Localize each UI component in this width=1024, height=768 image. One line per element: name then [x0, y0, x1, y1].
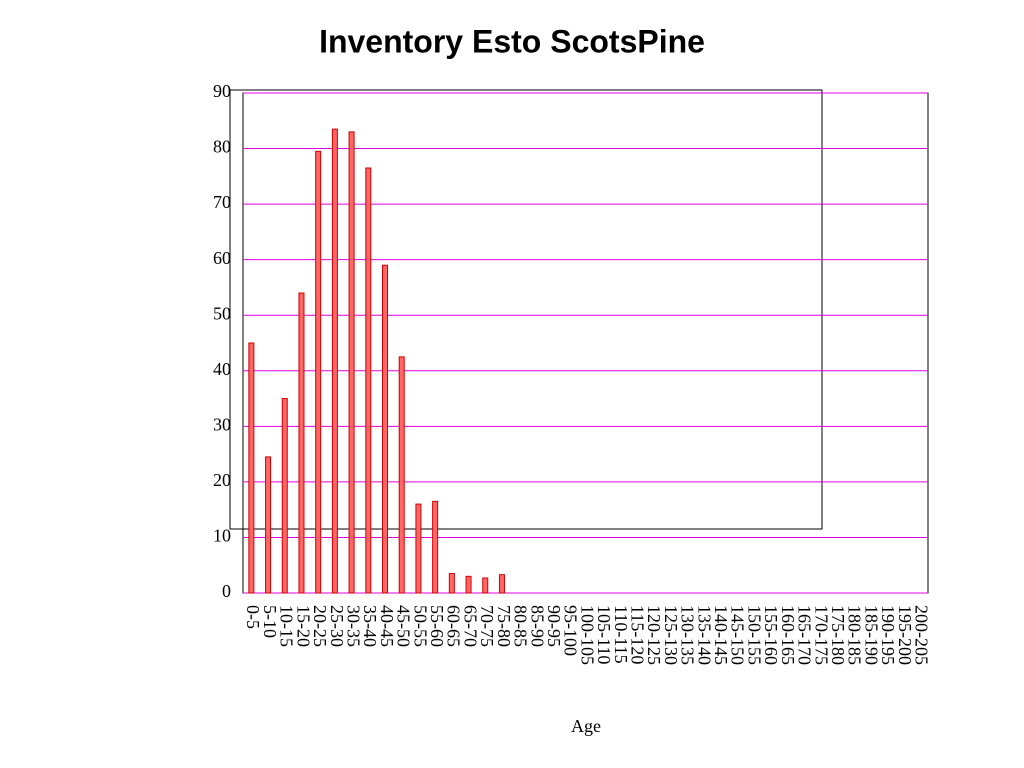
y-tick-label: 40 — [213, 359, 231, 379]
y-tick-label: 50 — [213, 303, 231, 323]
plot-frame — [242, 92, 929, 594]
x-tick-label: 45-50 — [394, 605, 414, 647]
bar — [448, 573, 455, 594]
x-tick-label: 190-195 — [878, 605, 898, 665]
y-tick-label: 60 — [213, 248, 231, 268]
x-tick-label: 25-30 — [327, 605, 347, 647]
x-tick-label: 100-105 — [577, 605, 597, 665]
chart-title: Inventory Esto ScotsPine — [319, 23, 705, 59]
x-tick-label: 105-110 — [594, 605, 614, 664]
x-tick-label: 95-100 — [561, 605, 581, 656]
x-axis-label: Age — [571, 716, 601, 736]
x-tick-label: 20-25 — [310, 605, 330, 647]
x-tick-label: 15-20 — [293, 605, 313, 647]
x-tick-label: 50-55 — [410, 605, 430, 647]
bar — [365, 167, 372, 594]
x-tick-label: 145-150 — [728, 605, 748, 665]
x-tick-label: 130-135 — [678, 605, 698, 665]
legend-box — [229, 89, 823, 530]
x-tick-label: 115-120 — [627, 605, 647, 664]
x-tick-label: 150-155 — [744, 605, 764, 665]
x-tick-label: 60-65 — [444, 605, 464, 647]
x-tick-label: 185-190 — [861, 605, 881, 665]
x-tick-label: 40-45 — [377, 605, 397, 647]
x-tick-label: 200-205 — [912, 605, 932, 665]
x-tick-label: 160-165 — [778, 605, 798, 665]
bar — [398, 356, 405, 594]
y-tick-label: 10 — [213, 526, 231, 546]
x-tick-label: 165-170 — [795, 605, 815, 665]
x-tick-label: 65-70 — [460, 605, 480, 647]
bar — [482, 577, 489, 594]
y-tick-label: 20 — [213, 470, 231, 490]
x-tick-label: 35-40 — [360, 605, 380, 647]
x-tick-label: 135-140 — [694, 605, 714, 665]
x-tick-label: 80-85 — [511, 605, 531, 647]
x-tick-label: 125-130 — [661, 605, 681, 665]
bar — [265, 456, 272, 594]
bar — [415, 503, 422, 594]
bar — [315, 150, 322, 594]
x-tick-label: 175-180 — [828, 605, 848, 665]
x-tick-label: 195-200 — [895, 605, 915, 665]
bar — [498, 574, 505, 594]
bar — [298, 292, 305, 594]
x-tick-label: 0-5 — [243, 605, 263, 629]
x-tick-label: 170-175 — [811, 605, 831, 665]
x-tick-label: 10-15 — [277, 605, 297, 647]
x-tick-label: 110-115 — [611, 605, 631, 664]
y-tick-label: 30 — [213, 414, 231, 434]
x-tick-label: 5-10 — [260, 605, 280, 638]
x-tick-label: 75-80 — [494, 605, 514, 647]
y-tick-label: 90 — [213, 81, 231, 101]
bar — [382, 264, 389, 594]
x-tick-label: 120-125 — [644, 605, 664, 665]
bar — [248, 342, 255, 594]
x-tick-label: 90-95 — [544, 605, 564, 647]
bar — [432, 500, 439, 594]
x-tick-label: 70-75 — [477, 605, 497, 647]
x-tick-label: 180-185 — [845, 605, 865, 665]
x-tick-label: 85-90 — [527, 605, 547, 647]
bar — [331, 128, 338, 594]
y-tick-label: 70 — [213, 192, 231, 212]
y-tick-label: 80 — [213, 137, 231, 157]
x-tick-label: 55-60 — [427, 605, 447, 647]
y-tick-label: 0 — [222, 581, 231, 601]
x-tick-label: 140-145 — [711, 605, 731, 665]
x-tick-label: 155-160 — [761, 605, 781, 665]
bar — [281, 398, 288, 594]
bar — [465, 575, 472, 594]
x-tick-label: 30-35 — [343, 605, 363, 647]
bar — [348, 131, 355, 594]
